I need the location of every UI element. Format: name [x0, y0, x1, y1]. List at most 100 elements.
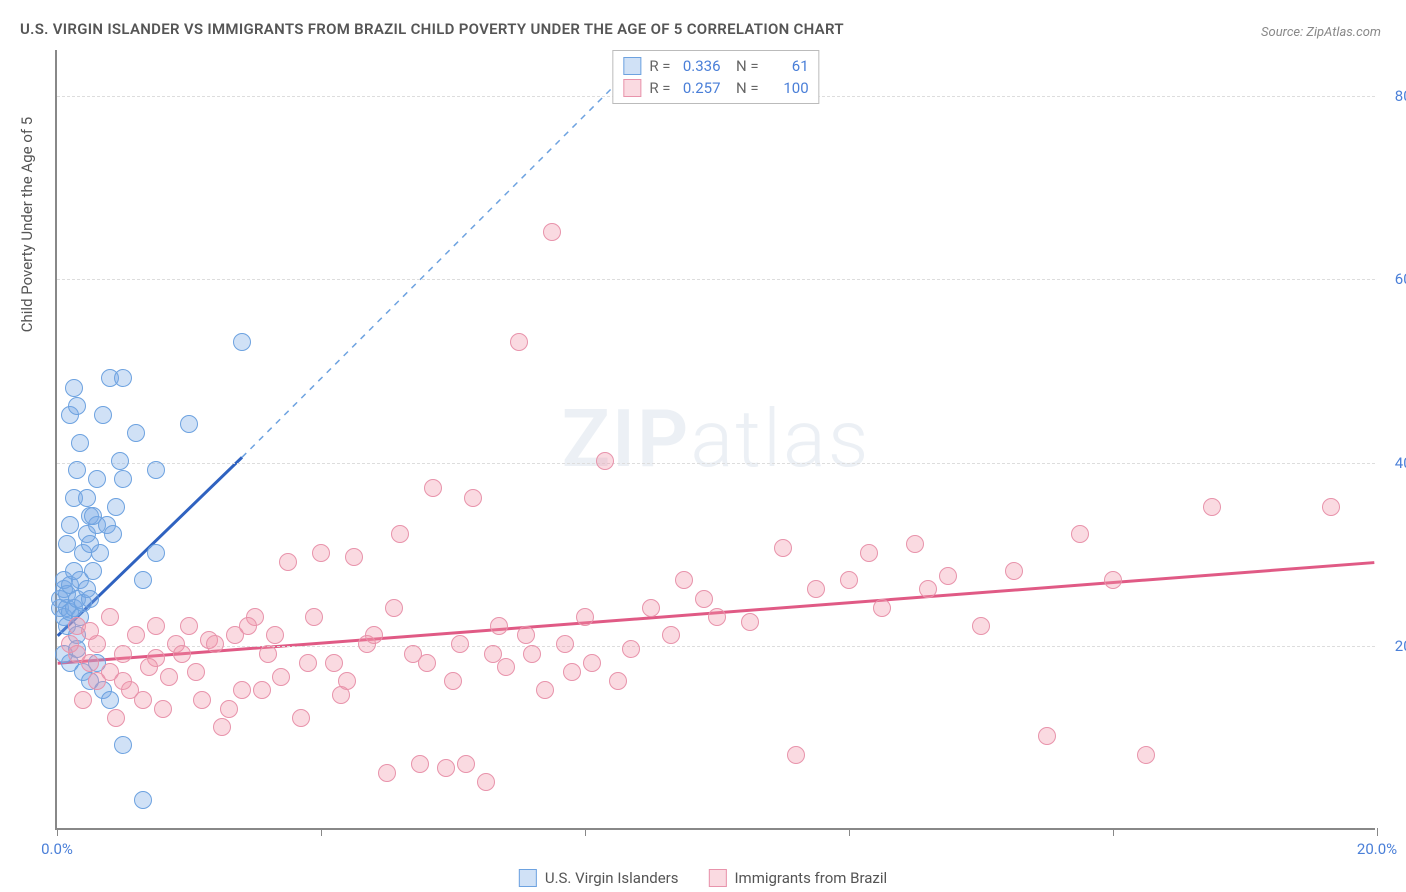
data-point [114, 369, 132, 387]
data-point [160, 668, 178, 686]
data-point [490, 617, 508, 635]
data-point [81, 622, 99, 640]
data-point [391, 525, 409, 543]
y-tick-label: 20.0% [1395, 637, 1406, 655]
data-point [556, 635, 574, 653]
data-point [583, 654, 601, 672]
data-point [266, 626, 284, 644]
data-point [58, 535, 76, 553]
series-swatch [623, 57, 641, 75]
x-tick [585, 828, 586, 836]
gridline [57, 279, 1375, 280]
data-point [1322, 498, 1340, 516]
data-point [609, 672, 627, 690]
data-point [71, 434, 89, 452]
data-point [84, 507, 102, 525]
data-point [787, 746, 805, 764]
data-point [939, 567, 957, 585]
watermark: ZIPatlas [562, 392, 871, 486]
data-point [741, 613, 759, 631]
data-point [68, 397, 86, 415]
data-point [523, 645, 541, 663]
data-point [78, 489, 96, 507]
data-point [477, 773, 495, 791]
stats-row: R =0.257 N =100 [623, 77, 808, 99]
data-point [365, 626, 383, 644]
data-point [543, 223, 561, 241]
legend-item: U.S. Virgin Islanders [519, 869, 679, 887]
data-point [61, 516, 79, 534]
trend-lines [57, 50, 1375, 828]
data-point [154, 700, 172, 718]
x-tick [57, 828, 58, 836]
data-point [114, 672, 132, 690]
plot-area: ZIPatlas 20.0%40.0%60.0%80.0% 0.0%20.0% … [55, 50, 1375, 830]
data-point [1104, 571, 1122, 589]
data-point [114, 736, 132, 754]
data-point [134, 791, 152, 809]
data-point [385, 599, 403, 617]
data-point [1137, 746, 1155, 764]
data-point [220, 700, 238, 718]
data-point [134, 571, 152, 589]
data-point [642, 599, 660, 617]
x-tick [1377, 828, 1378, 836]
data-point [536, 681, 554, 699]
data-point [411, 755, 429, 773]
data-point [81, 590, 99, 608]
data-point [338, 672, 356, 690]
x-tick-label: 0.0% [41, 840, 73, 858]
data-point [101, 608, 119, 626]
gridline [57, 646, 1375, 647]
data-point [906, 535, 924, 553]
data-point [84, 562, 102, 580]
data-point [253, 681, 271, 699]
data-point [1038, 727, 1056, 745]
data-point [127, 626, 145, 644]
data-point [68, 461, 86, 479]
series-swatch [623, 79, 641, 97]
data-point [127, 424, 145, 442]
stat-n-value: 61 [767, 57, 809, 75]
data-point [140, 658, 158, 676]
legend-swatch [708, 869, 726, 887]
data-point [147, 461, 165, 479]
legend-label: U.S. Virgin Islanders [545, 869, 679, 887]
data-point [213, 718, 231, 736]
data-point [239, 617, 257, 635]
data-point [114, 645, 132, 663]
data-point [345, 548, 363, 566]
stat-r-label: R = [649, 79, 670, 97]
data-point [114, 470, 132, 488]
data-point [305, 608, 323, 626]
data-point [206, 635, 224, 653]
data-point [187, 663, 205, 681]
data-point [622, 640, 640, 658]
data-point [88, 672, 106, 690]
stats-legend: R =0.336 N =61R =0.257 N =100 [612, 50, 819, 104]
data-point [104, 525, 122, 543]
y-tick-label: 60.0% [1395, 270, 1406, 288]
data-point [510, 333, 528, 351]
data-point [695, 590, 713, 608]
data-point [708, 608, 726, 626]
data-point [418, 654, 436, 672]
data-point [576, 608, 594, 626]
data-point [464, 489, 482, 507]
data-point [840, 571, 858, 589]
data-point [437, 759, 455, 777]
x-tick [1113, 828, 1114, 836]
data-point [61, 635, 79, 653]
data-point [972, 617, 990, 635]
legend-item: Immigrants from Brazil [708, 869, 887, 887]
data-point [279, 553, 297, 571]
data-point [81, 654, 99, 672]
data-point [111, 452, 129, 470]
data-point [299, 654, 317, 672]
stat-n-label: N = [729, 57, 759, 75]
data-point [497, 658, 515, 676]
data-point [457, 755, 475, 773]
x-tick [849, 828, 850, 836]
data-point [107, 709, 125, 727]
chart-title: U.S. VIRGIN ISLANDER VS IMMIGRANTS FROM … [20, 20, 844, 38]
